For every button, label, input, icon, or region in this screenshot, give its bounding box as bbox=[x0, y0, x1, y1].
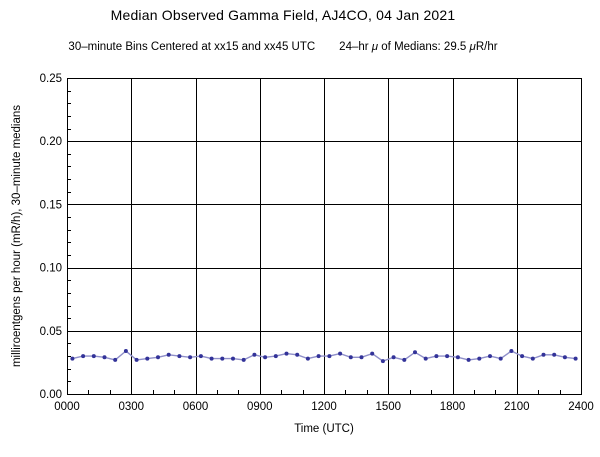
mu-symbol: μ bbox=[469, 41, 476, 53]
data-point bbox=[498, 356, 503, 361]
y-tick-label: 0.15 bbox=[40, 199, 62, 211]
data-point bbox=[327, 354, 332, 359]
subtitle-mean-text: 24–hr bbox=[339, 41, 372, 53]
y-tick-label: 0.05 bbox=[40, 326, 62, 338]
x-tick-label: 1200 bbox=[311, 401, 337, 413]
data-point bbox=[488, 354, 492, 359]
data-point bbox=[434, 354, 439, 359]
subtitle-bins-label: 30–minute Bins Centered at xx15 and xx45… bbox=[68, 41, 316, 53]
data-point bbox=[231, 356, 235, 361]
data-point bbox=[295, 352, 300, 357]
plot-border bbox=[67, 78, 582, 395]
y-tick-label: 0.25 bbox=[40, 73, 62, 85]
data-point bbox=[198, 354, 203, 359]
data-point bbox=[166, 352, 171, 357]
data-point bbox=[520, 354, 525, 359]
data-point bbox=[530, 356, 535, 361]
mu-symbol: μ bbox=[371, 41, 379, 53]
data-point bbox=[466, 357, 471, 362]
data-point bbox=[81, 354, 86, 359]
axes-and-grid bbox=[67, 78, 582, 395]
data-point bbox=[316, 354, 321, 359]
data-point bbox=[220, 356, 225, 361]
series-markers bbox=[70, 349, 578, 364]
x-tick-label: 0000 bbox=[54, 401, 80, 413]
data-point bbox=[263, 355, 268, 360]
x-tick-label: 1800 bbox=[440, 401, 466, 413]
data-point bbox=[177, 354, 182, 359]
data-point bbox=[252, 352, 257, 357]
data-point bbox=[402, 357, 407, 362]
data-point bbox=[509, 349, 514, 353]
data-point bbox=[455, 355, 460, 360]
subtitle-mean-text: R/hr bbox=[475, 41, 498, 53]
data-point bbox=[70, 356, 75, 361]
data-point bbox=[552, 352, 557, 357]
y-tick-label: 0.10 bbox=[40, 263, 62, 275]
x-tick-label: 0600 bbox=[183, 401, 209, 413]
x-tick-label: 2100 bbox=[504, 401, 530, 413]
x-tick-label: 0300 bbox=[118, 401, 144, 413]
chart-title: Median Observed Gamma Field, AJ4CO, 04 J… bbox=[110, 7, 456, 23]
data-point bbox=[423, 356, 428, 361]
subtitle-mean-text: of Medians: 29.5 bbox=[378, 41, 470, 53]
data-point bbox=[562, 355, 567, 360]
data-point bbox=[102, 355, 107, 360]
data-point bbox=[573, 356, 578, 361]
data-point bbox=[188, 355, 193, 360]
data-point bbox=[445, 354, 450, 359]
data-point bbox=[348, 355, 353, 360]
data-point bbox=[338, 351, 343, 356]
data-point bbox=[305, 356, 310, 361]
chart-subtitle: 30–minute Bins Centered at xx15 and xx45… bbox=[0, 41, 566, 53]
x-axis-title: Time (UTC) bbox=[294, 423, 354, 435]
data-point bbox=[370, 351, 375, 356]
y-tick-label: 0.00 bbox=[40, 389, 62, 401]
x-tick-label: 2400 bbox=[568, 401, 594, 413]
data-point bbox=[156, 355, 160, 360]
data-point bbox=[113, 357, 118, 362]
y-tick-label: 0.20 bbox=[40, 136, 62, 148]
data-point bbox=[413, 350, 417, 355]
data-point bbox=[123, 349, 128, 353]
data-point bbox=[541, 352, 546, 357]
data-point bbox=[134, 357, 139, 362]
subtitle-mean-label: 24–hr μ of Medians: 29.5 μR/hr bbox=[339, 41, 497, 53]
data-point bbox=[91, 354, 96, 359]
data-point bbox=[380, 359, 385, 364]
data-point bbox=[477, 356, 482, 361]
data-point bbox=[241, 357, 246, 362]
x-tick-label: 1500 bbox=[375, 401, 401, 413]
data-point bbox=[145, 356, 150, 361]
data-point bbox=[209, 356, 214, 361]
data-point bbox=[284, 351, 289, 356]
data-point bbox=[391, 355, 396, 360]
y-axis-title: milliroentgens per hour (mR/h), 30–minut… bbox=[11, 105, 23, 367]
data-point bbox=[273, 354, 278, 359]
data-point bbox=[359, 355, 364, 360]
x-tick-label: 0900 bbox=[247, 401, 273, 413]
